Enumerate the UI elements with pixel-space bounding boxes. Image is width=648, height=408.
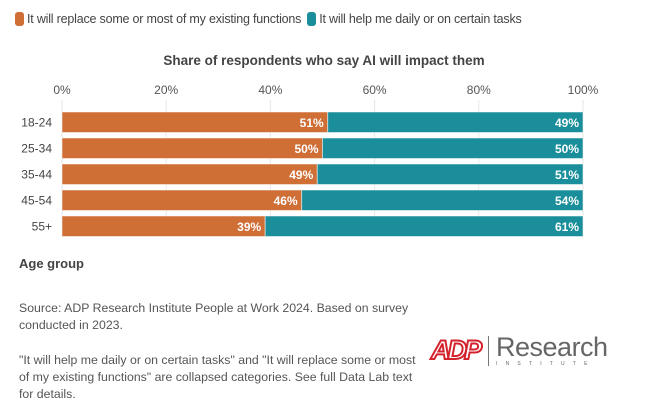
source-note: Source: ADP Research Institute People at… xyxy=(19,301,409,332)
legend-item-replace[interactable]: It will replace some or most of my exist… xyxy=(15,12,301,26)
category-label: 25-34 xyxy=(21,141,52,155)
bar-segment-replace xyxy=(61,137,323,159)
bar-segment-replace xyxy=(61,163,318,185)
bar-segment-help xyxy=(327,111,584,133)
data-label: 39% xyxy=(237,220,261,234)
bar-chart: 0% 20% 40% 60% 80% 100% 18-24 51% 49% 25-34 50% 50%… xyxy=(21,83,599,237)
data-label: 51% xyxy=(300,116,324,130)
logo-divider xyxy=(488,335,490,366)
methodology-note: "It will help me daily or on certain tas… xyxy=(19,353,416,401)
x-tick-label: 20% xyxy=(154,83,178,97)
legend-item-help[interactable]: It will help me daily or on certain task… xyxy=(307,12,522,26)
bar-segment-help xyxy=(316,163,584,185)
data-label: 49% xyxy=(555,116,579,130)
x-tick-label: 40% xyxy=(258,83,282,97)
bar-segment-help xyxy=(264,215,584,237)
y-axis-title: Age group xyxy=(19,256,84,271)
x-tick-label: 60% xyxy=(363,83,387,97)
x-tick-label: 80% xyxy=(467,83,491,97)
data-label: 46% xyxy=(274,194,298,208)
chart-title: Share of respondents who say AI will imp… xyxy=(163,53,485,68)
adp-research-logo: ADP Research INSTITUTE xyxy=(430,332,608,367)
x-tick-label: 100% xyxy=(568,83,599,97)
bar-segment-replace xyxy=(61,215,266,237)
bar-segment-help xyxy=(301,189,584,211)
legend-label-help: It will help me daily or on certain task… xyxy=(319,12,522,26)
bar-segment-replace xyxy=(61,111,329,133)
category-label: 35-44 xyxy=(21,167,52,181)
data-label: 51% xyxy=(555,168,579,182)
legend-swatch-replace xyxy=(15,12,24,26)
data-label: 54% xyxy=(555,194,579,208)
bar-segment-replace xyxy=(61,189,303,211)
data-label: 50% xyxy=(555,142,579,156)
legend-swatch-help xyxy=(307,12,317,26)
category-label: 55+ xyxy=(32,219,52,233)
data-label: 49% xyxy=(289,168,313,182)
category-label: 18-24 xyxy=(21,115,52,129)
legend-label-replace: It will replace some or most of my exist… xyxy=(27,12,302,26)
logo-research-text: Research xyxy=(496,332,608,362)
adp-logo-mark: ADP xyxy=(430,334,483,366)
logo-institute-text: INSTITUTE xyxy=(496,361,596,367)
bar-segment-help xyxy=(322,137,584,159)
category-label: 45-54 xyxy=(21,193,52,207)
data-label: 50% xyxy=(294,142,318,156)
data-label: 61% xyxy=(555,220,579,234)
chart-legend: It will replace some or most of my exist… xyxy=(15,12,528,26)
x-tick-label: 0% xyxy=(53,83,71,97)
